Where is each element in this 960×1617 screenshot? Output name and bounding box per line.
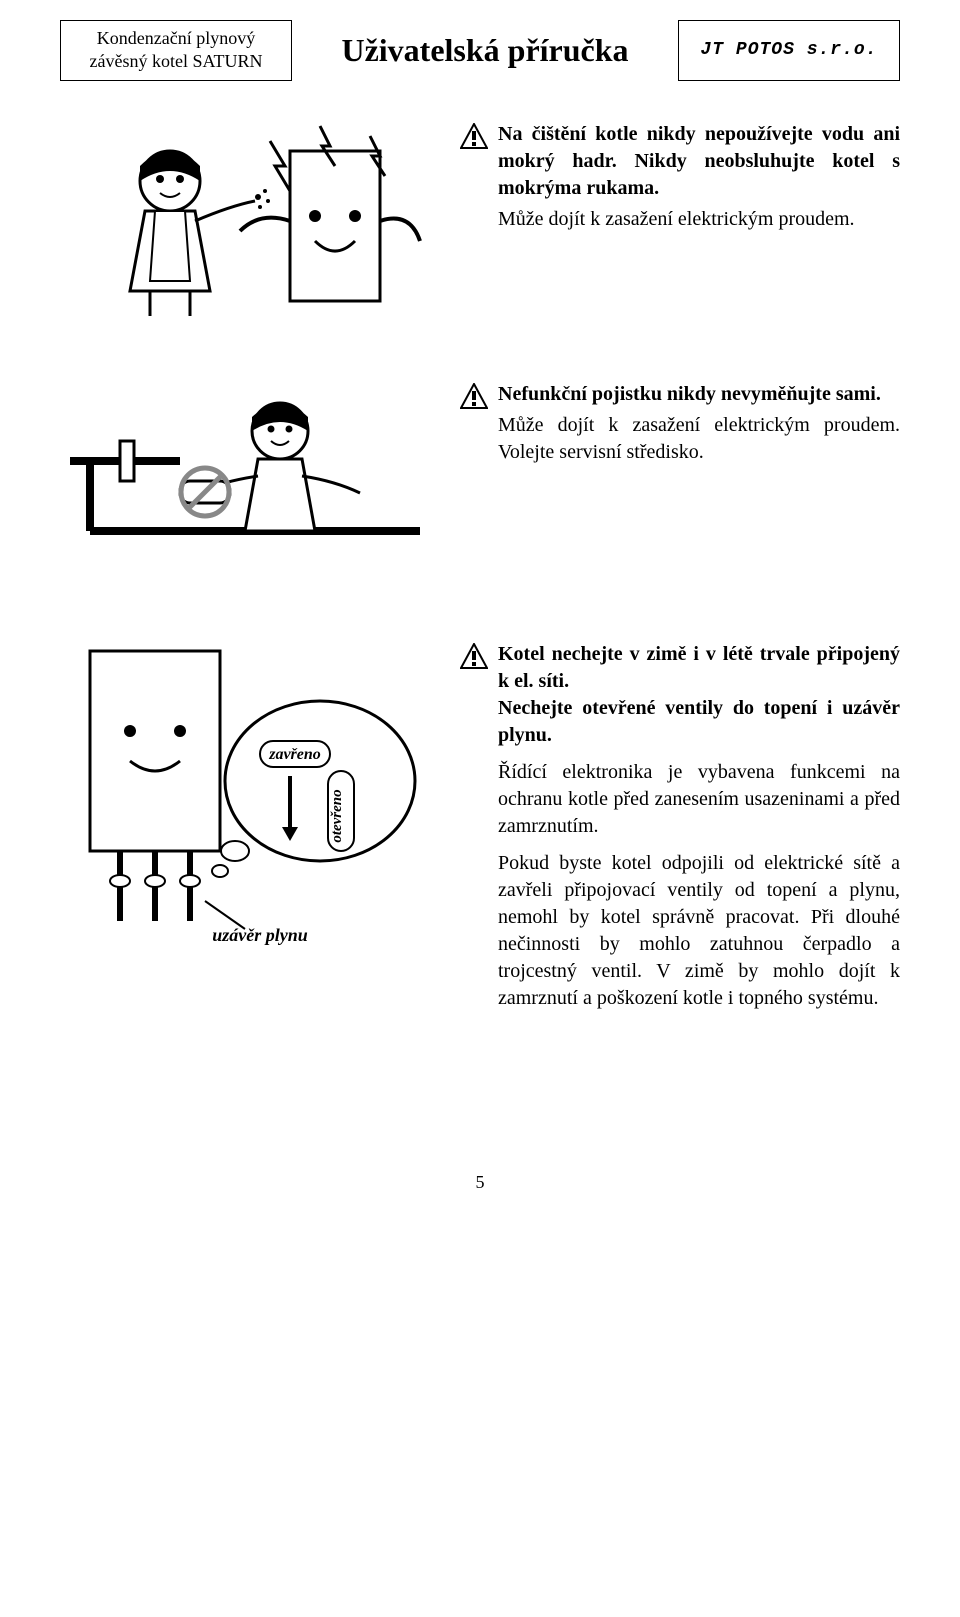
- safety-text-2: Nefunkční pojistku nikdy nevyměňujte sam…: [460, 381, 900, 466]
- illustration-fuse: [60, 381, 430, 581]
- safety-text-1: Na čištění kotle nikdy nepoužívejte vodu…: [460, 121, 900, 233]
- header-product-line1: Kondenzační plynový: [97, 28, 255, 48]
- illustration-valves-svg: zavřeno otevřeno uzávěr plynu: [60, 641, 430, 961]
- warning-bold-2: Nefunkční pojistku nikdy nevyměňujte sam…: [498, 381, 900, 408]
- header-product-box: Kondenzační plynový závěsný kotel SATURN: [60, 20, 292, 81]
- warning-bold-1: Na čištění kotle nikdy nepoužívejte vodu…: [498, 121, 900, 202]
- page-number: 5: [60, 1172, 900, 1193]
- header-product-line2: závěsný kotel SATURN: [90, 51, 263, 71]
- illustration-fuse-svg: [60, 381, 430, 581]
- safety-section-1: Na čištění kotle nikdy nepoužívejte vodu…: [60, 121, 900, 321]
- header-title: Uživatelská příručka: [304, 20, 666, 81]
- warning-triangle-icon: [460, 123, 488, 157]
- warning-body-3a: Řídící elektronika je vybavena funkcemi …: [498, 759, 900, 840]
- page: Kondenzační plynový závěsný kotel SATURN…: [0, 0, 960, 1233]
- warning-bold-3b: Nechejte otevřené ventily do topení i uz…: [498, 695, 900, 749]
- warning-triangle-icon: [460, 383, 488, 417]
- warning-triangle-icon: [460, 643, 488, 677]
- header-company: JT POTOS s.r.o.: [700, 40, 877, 60]
- warning-body-1: Může dojít k zasažení elektrickým proude…: [498, 206, 900, 233]
- illustration-cleaning-svg: [60, 121, 430, 321]
- safety-section-2: Nefunkční pojistku nikdy nevyměňujte sam…: [60, 381, 900, 581]
- safety-section-3: zavřeno otevřeno uzávěr plynu Kotel nech…: [60, 641, 900, 1012]
- header-company-box: JT POTOS s.r.o.: [678, 20, 900, 81]
- illustration-valves: zavřeno otevřeno uzávěr plynu: [60, 641, 430, 961]
- warning-body-3b: Pokud byste kotel odpojili od elektrické…: [498, 850, 900, 1012]
- warning-bold-3a: Kotel nechejte v zimě i v létě trvale př…: [498, 641, 900, 695]
- page-header: Kondenzační plynový závěsný kotel SATURN…: [60, 20, 900, 81]
- safety-text-3: Kotel nechejte v zimě i v létě trvale př…: [460, 641, 900, 1012]
- illustration-cleaning: [60, 121, 430, 321]
- label-zavreno: zavřeno: [268, 746, 321, 763]
- label-otevreno: otevřeno: [329, 789, 345, 842]
- label-uzaver-plynu: uzávěr plynu: [212, 925, 308, 945]
- warning-body-2: Může dojít k zasažení elektrickým proude…: [498, 412, 900, 466]
